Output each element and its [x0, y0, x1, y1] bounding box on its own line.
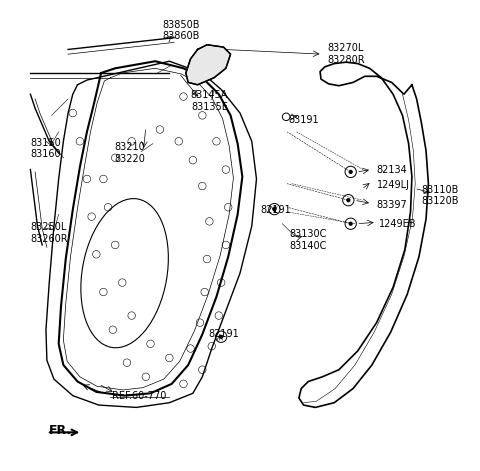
Text: 82191: 82191 — [260, 204, 291, 215]
Circle shape — [273, 208, 276, 211]
Text: 83270L
83280R: 83270L 83280R — [327, 43, 365, 65]
Text: 82191: 82191 — [208, 329, 239, 340]
Circle shape — [349, 222, 352, 225]
Text: 83130C
83140C: 83130C 83140C — [289, 229, 327, 251]
Text: 82134: 82134 — [377, 164, 408, 175]
Text: 83210
83220: 83210 83220 — [114, 142, 145, 164]
Text: 83145A
83135E: 83145A 83135E — [191, 90, 228, 112]
Circle shape — [349, 171, 352, 173]
Text: REF.60-770: REF.60-770 — [111, 390, 166, 401]
Text: 83397: 83397 — [377, 200, 408, 210]
Circle shape — [347, 199, 350, 202]
Text: 1249LJ: 1249LJ — [377, 179, 409, 190]
Text: 83250L
83260R: 83250L 83260R — [30, 222, 68, 244]
Text: 83850B
83860B: 83850B 83860B — [162, 20, 200, 41]
Text: 83191: 83191 — [288, 115, 319, 125]
Text: 83110B
83120B: 83110B 83120B — [421, 185, 459, 206]
Polygon shape — [186, 45, 230, 85]
Text: 83150
83160: 83150 83160 — [30, 138, 61, 159]
Circle shape — [220, 335, 223, 338]
Text: FR.: FR. — [49, 424, 72, 438]
Text: 1249EB: 1249EB — [379, 219, 417, 229]
